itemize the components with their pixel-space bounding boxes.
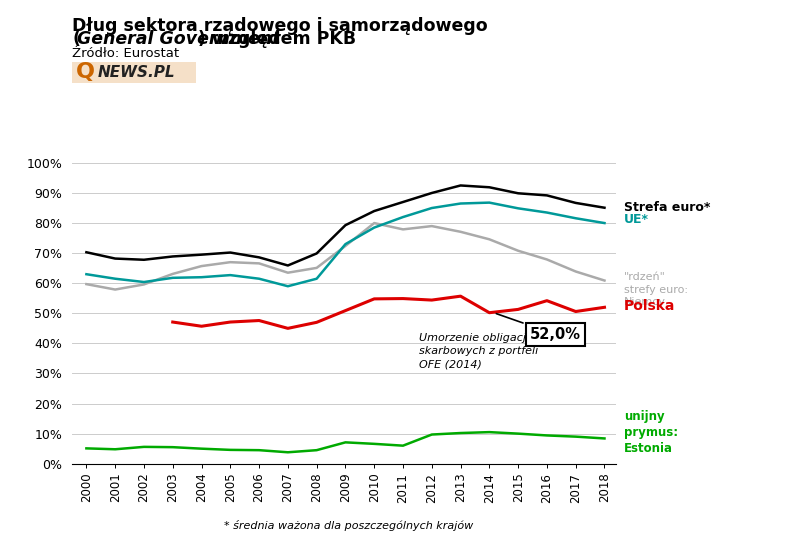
Text: Źródło: Eurostat: Źródło: Eurostat xyxy=(72,47,179,60)
Text: Q: Q xyxy=(76,62,95,83)
Text: General Government: General Government xyxy=(77,30,280,48)
Text: Umorzenie obligacji
skarbowych z portfeli
OFE (2014): Umorzenie obligacji skarbowych z portfel… xyxy=(419,333,538,369)
Text: ) względem PKB: ) względem PKB xyxy=(198,30,356,48)
Text: NEWS.PL: NEWS.PL xyxy=(98,65,175,80)
Text: * średnia ważona dla poszczególnych krajów: * średnia ważona dla poszczególnych kraj… xyxy=(224,520,474,531)
Text: 52,0%: 52,0% xyxy=(496,313,581,342)
Text: "rdzeń"
strefy euro:
Niemcy: "rdzeń" strefy euro: Niemcy xyxy=(624,272,688,307)
Text: UE*: UE* xyxy=(624,213,649,226)
Text: Strefa euro*: Strefa euro* xyxy=(624,201,710,214)
Text: (: ( xyxy=(72,30,80,48)
Text: Dług sektora rządowego i samorządowego: Dług sektora rządowego i samorządowego xyxy=(72,17,488,35)
Text: Polska: Polska xyxy=(624,299,675,313)
Text: unijny
prymus:
Estonia: unijny prymus: Estonia xyxy=(624,410,678,455)
